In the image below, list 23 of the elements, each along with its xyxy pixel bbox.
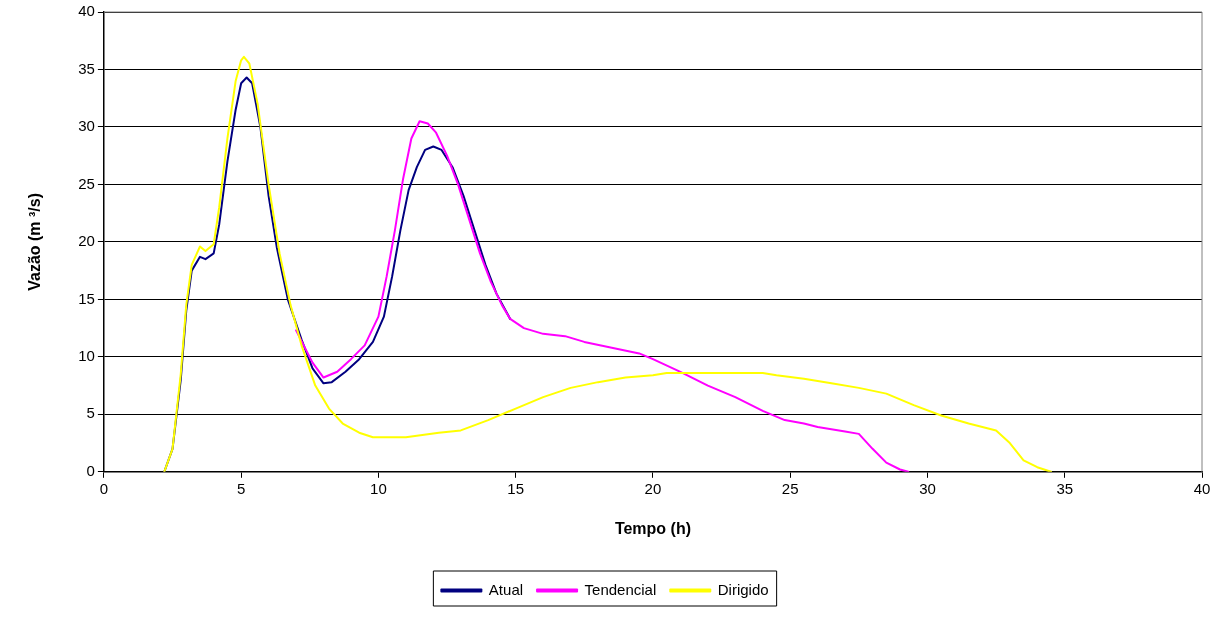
- y-axis-title: Vazão (m ³/s): [26, 192, 44, 291]
- y-tick-label: 0: [86, 461, 95, 479]
- y-tick-label: 10: [78, 346, 95, 364]
- x-tick-label: 40: [1193, 479, 1211, 497]
- legend-label: Atual: [488, 580, 524, 598]
- x-tick-label: 20: [644, 479, 662, 497]
- x-tick-label: 5: [236, 479, 246, 497]
- y-tick-label: 20: [78, 232, 95, 250]
- y-tick-label: 25: [78, 174, 95, 192]
- x-tick-label: 25: [781, 479, 799, 497]
- legend-label: Dirigido: [717, 580, 769, 598]
- y-tick-label: 40: [78, 2, 95, 20]
- x-tick-label: 30: [919, 479, 936, 497]
- x-tick-label: 15: [507, 479, 525, 497]
- x-tick-label: 10: [370, 479, 387, 497]
- y-tick-label: 35: [78, 59, 95, 77]
- y-tick-label: 30: [78, 117, 95, 135]
- x-tick-label: 35: [1056, 479, 1074, 497]
- x-axis-title: Tempo (h): [614, 519, 692, 537]
- y-tick-label: 15: [78, 289, 95, 307]
- x-tick-label: 0: [99, 479, 109, 497]
- y-tick-label: 5: [86, 404, 95, 422]
- legend-label: Tendencial: [584, 580, 657, 598]
